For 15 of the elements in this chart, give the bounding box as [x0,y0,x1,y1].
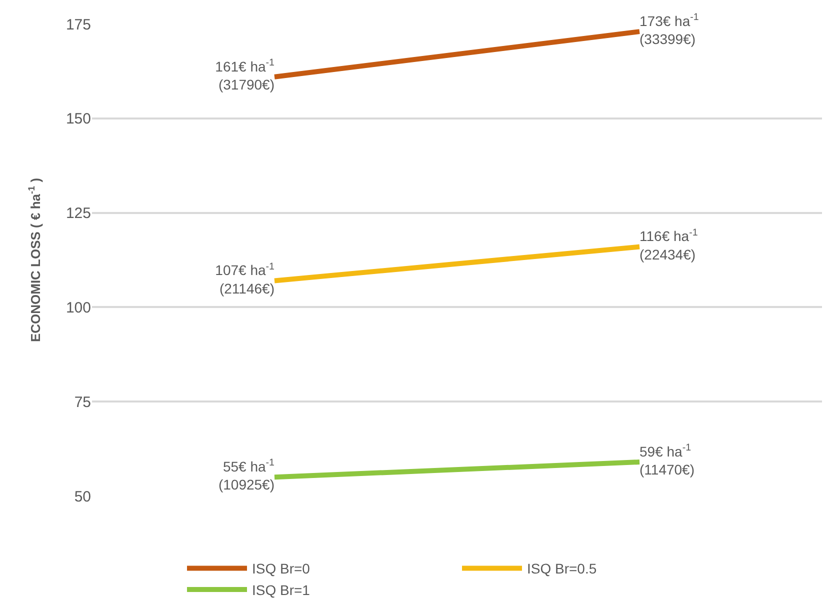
y-tick-label: 125 [66,205,91,222]
y-tick-label: 150 [66,110,91,128]
legend-label: ISQ Br=0 [252,560,310,577]
data-label: 161€ ha$^{-1}$ (31790€) [215,57,274,92]
y-tick-label: 100 [66,299,91,316]
data-label: 107€ ha$^{-1}$ (21146€) [215,261,274,296]
data-label: 55€ ha$^{-1}$ (10925€) [218,458,274,493]
legend-label: ISQ Br=0.5 [527,560,597,577]
legend-label: ISQ Br=1 [252,582,310,598]
y-tick-label: 75 [74,394,91,411]
y-tick-label: 50 [74,488,91,506]
data-label: 116€ ha$^{-1}$ (22434€) [640,227,698,262]
y-tick-label: 175 [66,16,91,34]
data-label: 173€ ha$^{-1}$ (33399€) [640,12,699,48]
data-label: 59€ ha$^{-1}$ (11470€) [640,442,695,478]
